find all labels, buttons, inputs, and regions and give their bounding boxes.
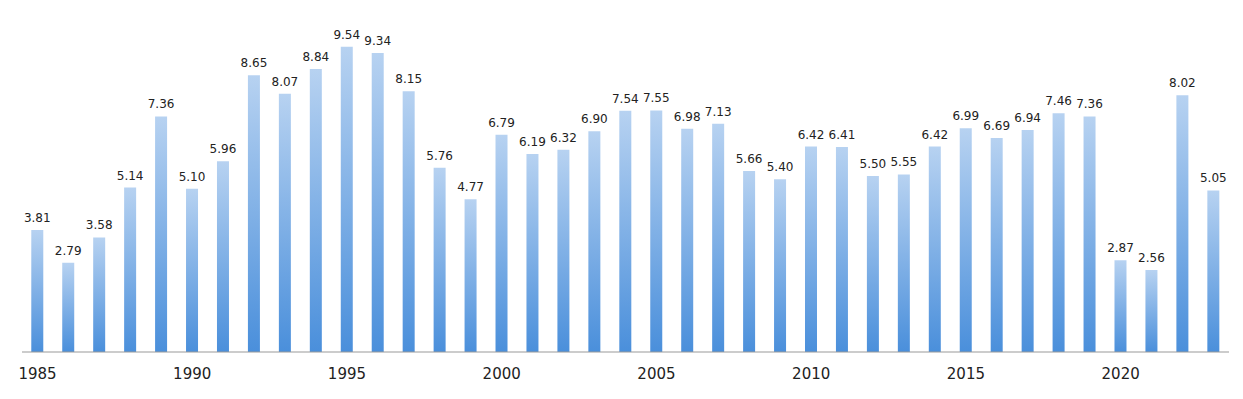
svg-text:3.58: 3.58	[86, 218, 113, 232]
svg-text:6.42: 6.42	[921, 128, 948, 142]
svg-text:2.87: 2.87	[1107, 241, 1134, 255]
svg-text:5.50: 5.50	[860, 157, 887, 171]
svg-text:6.94: 6.94	[1014, 111, 1041, 125]
svg-text:6.69: 6.69	[983, 119, 1010, 133]
svg-text:6.99: 6.99	[952, 109, 979, 123]
svg-text:1985: 1985	[18, 365, 56, 383]
svg-text:5.55: 5.55	[890, 155, 917, 169]
svg-text:2005: 2005	[637, 365, 675, 383]
svg-text:8.07: 8.07	[272, 75, 299, 89]
svg-text:7.46: 7.46	[1045, 94, 1072, 108]
svg-text:3.81: 3.81	[24, 211, 51, 225]
svg-text:7.36: 7.36	[1076, 97, 1103, 111]
svg-text:5.76: 5.76	[426, 149, 453, 163]
svg-text:2000: 2000	[483, 365, 521, 383]
svg-text:2015: 2015	[947, 365, 985, 383]
svg-text:7.55: 7.55	[643, 91, 670, 105]
svg-text:1995: 1995	[328, 365, 366, 383]
svg-text:8.02: 8.02	[1169, 76, 1196, 90]
svg-text:2.79: 2.79	[55, 244, 82, 258]
svg-text:5.14: 5.14	[117, 169, 144, 183]
svg-text:2020: 2020	[1102, 365, 1140, 383]
svg-text:1990: 1990	[173, 365, 211, 383]
svg-text:5.66: 5.66	[736, 152, 763, 166]
svg-text:4.77: 4.77	[457, 180, 484, 194]
svg-text:6.98: 6.98	[674, 110, 701, 124]
svg-text:5.96: 5.96	[210, 142, 237, 156]
svg-text:7.13: 7.13	[705, 105, 732, 119]
svg-text:6.32: 6.32	[550, 131, 577, 145]
svg-text:6.42: 6.42	[798, 128, 825, 142]
svg-text:7.54: 7.54	[612, 92, 639, 106]
svg-text:5.40: 5.40	[767, 160, 794, 174]
svg-text:8.84: 8.84	[302, 50, 329, 64]
svg-text:8.65: 8.65	[241, 56, 268, 70]
svg-text:6.90: 6.90	[581, 112, 608, 126]
svg-text:5.10: 5.10	[179, 170, 206, 184]
svg-text:2.56: 2.56	[1138, 251, 1165, 265]
svg-text:2010: 2010	[792, 365, 830, 383]
svg-text:9.54: 9.54	[333, 28, 360, 42]
svg-text:9.34: 9.34	[364, 34, 391, 48]
svg-text:5.05: 5.05	[1200, 171, 1227, 185]
svg-text:6.79: 6.79	[488, 116, 515, 130]
svg-text:6.19: 6.19	[519, 135, 546, 149]
svg-text:6.41: 6.41	[829, 128, 856, 142]
svg-text:8.15: 8.15	[395, 72, 422, 86]
svg-text:7.36: 7.36	[148, 97, 175, 111]
